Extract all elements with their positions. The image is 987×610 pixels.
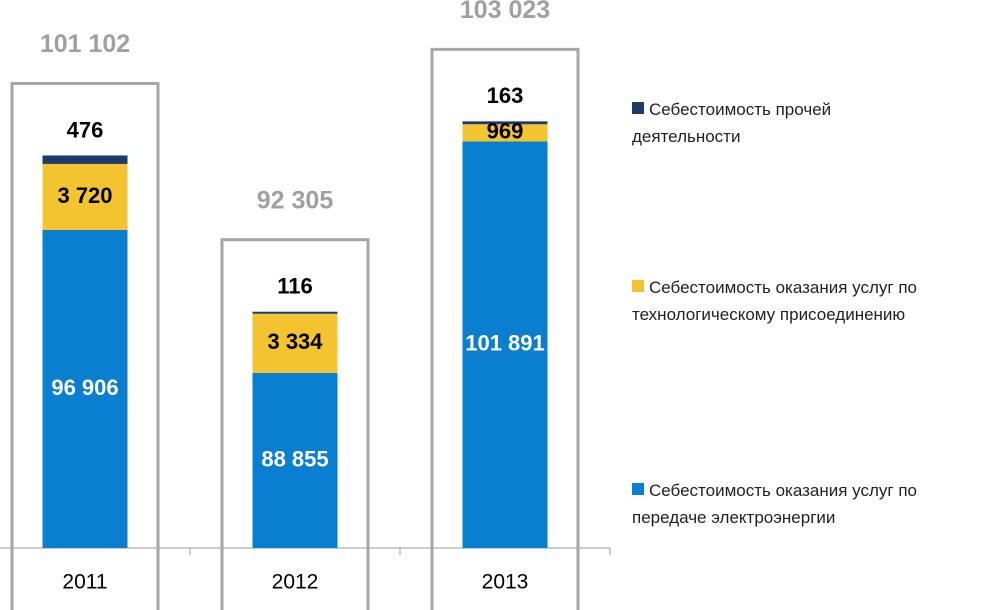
- data-label: 3 334: [267, 329, 323, 354]
- data-label: 3 720: [57, 183, 112, 208]
- bar-segment: [462, 121, 548, 125]
- data-label: 88 855: [261, 446, 328, 471]
- total-box: [430, 47, 580, 610]
- bar-segment: [42, 229, 128, 548]
- x-tick-label: 2012: [272, 571, 319, 594]
- data-label: 163: [487, 83, 524, 108]
- data-label: 476: [67, 117, 104, 142]
- total-box: [220, 238, 370, 610]
- bar-segment: [462, 141, 548, 548]
- total-box: [10, 81, 160, 610]
- legend-label: Себестоимость оказания услуг по передаче…: [632, 481, 917, 527]
- legend-label: Себестоимость прочей деятельности: [632, 100, 832, 146]
- x-tick-label: 2011: [62, 571, 107, 594]
- total-label: 101 102: [40, 30, 130, 58]
- data-label: 969: [487, 119, 524, 144]
- data-label: 96 906: [51, 375, 118, 400]
- bar-segment: [42, 163, 128, 230]
- total-label: 92 305: [257, 186, 334, 214]
- total-label: 103 023: [460, 0, 550, 24]
- legend-item: Себестоимость прочей деятельности: [632, 96, 902, 150]
- bar-segment: [252, 311, 338, 314]
- legend-item: Себестоимость оказания услуг по передаче…: [632, 477, 982, 531]
- bar-segment: [462, 124, 548, 142]
- data-label: 116: [277, 274, 313, 299]
- legend-swatch: [632, 483, 644, 495]
- bar-segment: [42, 155, 128, 164]
- data-label: 101 891: [465, 331, 545, 356]
- x-tick-label: 2013: [482, 571, 529, 594]
- bar-segment: [252, 372, 338, 548]
- legend-label: Себестоимость оказания услуг по технолог…: [632, 278, 917, 324]
- bar-segment: [252, 313, 338, 373]
- legend-swatch: [632, 280, 644, 292]
- legend-item: Себестоимость оказания услуг по технолог…: [632, 274, 982, 328]
- legend-swatch: [632, 102, 644, 114]
